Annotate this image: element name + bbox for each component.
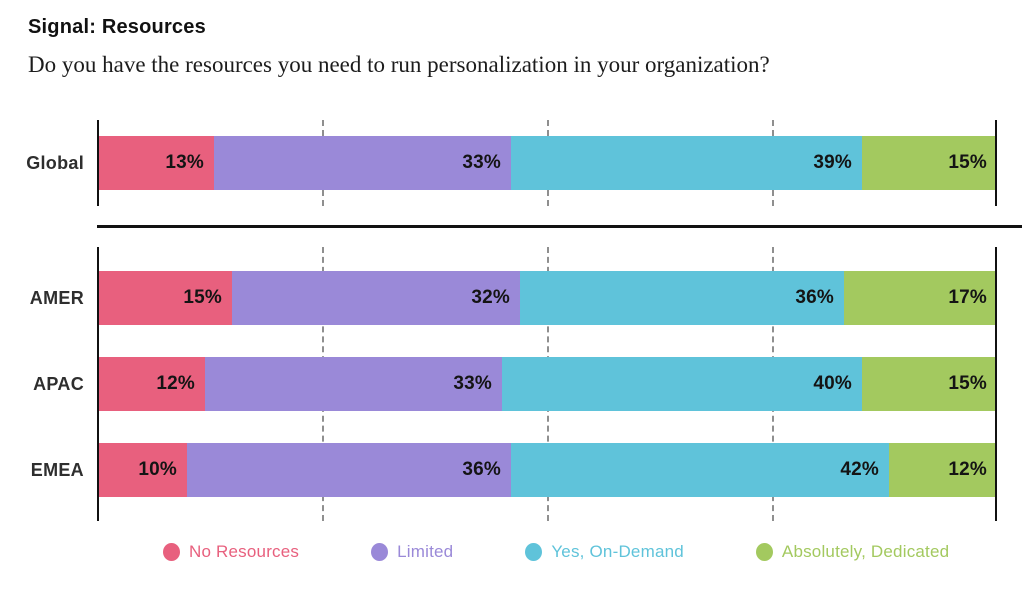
regional-chart: AMER 15% 32% 36% 17% APAC 12% 33% 40% 15% EMEA 10% 3…: [30, 247, 997, 521]
axis-line-left: [97, 120, 99, 206]
chart-question: Do you have the resources you need to ru…: [28, 52, 770, 77]
bar-row-global: Global 13% 33% 39% 15%: [26, 136, 997, 190]
bar-segment: 39%: [511, 136, 862, 190]
axis-line-right: [995, 120, 997, 206]
bar-segment: 17%: [844, 271, 997, 325]
legend-item: Absolutely, Dedicated: [755, 542, 950, 562]
legend-item: Limited: [371, 542, 453, 562]
legend-dot-icon: [163, 543, 180, 561]
global-chart: Global 13% 33% 39% 15%: [26, 120, 997, 206]
legend-dot-icon: [525, 543, 543, 561]
row-label: EMEA: [30, 459, 84, 480]
segment-value-label: 15%: [183, 287, 222, 308]
segment-value-label: 40%: [813, 373, 852, 394]
bar-segment: 13%: [97, 136, 214, 190]
segment-value-label: 13%: [165, 152, 204, 173]
axis-line-right: [995, 247, 997, 521]
bar-segment: 36%: [520, 271, 844, 325]
bar-row-amer: AMER 15% 32% 36% 17%: [30, 271, 997, 325]
bar-row-apac: APAC 12% 33% 40% 15%: [33, 357, 997, 411]
legend-label: Yes, On-Demand: [551, 542, 684, 561]
legend-dot-icon: [371, 543, 389, 561]
bar-segment: 12%: [97, 357, 205, 411]
legend-item: No Resources: [163, 542, 299, 562]
legend-label: No Resources: [189, 542, 300, 561]
segment-value-label: 36%: [462, 459, 501, 480]
chart-title: Signal: Resources: [28, 16, 206, 38]
legend-item: Yes, On-Demand: [525, 542, 684, 562]
row-label: Global: [26, 152, 84, 173]
bar-segment: 36%: [187, 443, 511, 497]
segment-value-label: 12%: [948, 459, 987, 480]
legend: No Resources Limited Yes, On-Demand Absolut…: [163, 542, 1024, 562]
segment-value-label: 32%: [471, 287, 510, 308]
legend-dot-icon: [755, 543, 773, 561]
bar-segment: 32%: [232, 271, 520, 325]
bar-segment: 15%: [862, 136, 997, 190]
segment-value-label: 10%: [138, 459, 177, 480]
bar-segment: 40%: [502, 357, 862, 411]
bar-segment: 15%: [862, 357, 997, 411]
bar-segment: 12%: [889, 443, 997, 497]
segment-value-label: 12%: [156, 373, 195, 394]
segment-value-label: 15%: [948, 152, 987, 173]
segment-value-label: 36%: [795, 287, 834, 308]
segment-value-label: 42%: [840, 459, 879, 480]
bar-segment: 42%: [511, 443, 889, 497]
legend-label: Absolutely, Dedicated: [781, 542, 950, 561]
segment-value-label: 33%: [453, 373, 492, 394]
bar-segment: 33%: [205, 357, 502, 411]
chart-divider: [97, 225, 1022, 228]
bar-segment: 15%: [97, 271, 232, 325]
bar-segment: 33%: [214, 136, 511, 190]
legend-label: Limited: [397, 542, 454, 561]
segment-value-label: 15%: [948, 373, 987, 394]
bar-row-emea: EMEA 10% 36% 42% 12%: [31, 443, 997, 497]
axis-line-left: [97, 247, 99, 521]
row-label: APAC: [33, 373, 84, 394]
segment-value-label: 17%: [948, 287, 987, 308]
segment-value-label: 33%: [462, 152, 501, 173]
bar-segment: 10%: [97, 443, 187, 497]
row-label: AMER: [29, 287, 84, 308]
segment-value-label: 39%: [813, 152, 852, 173]
